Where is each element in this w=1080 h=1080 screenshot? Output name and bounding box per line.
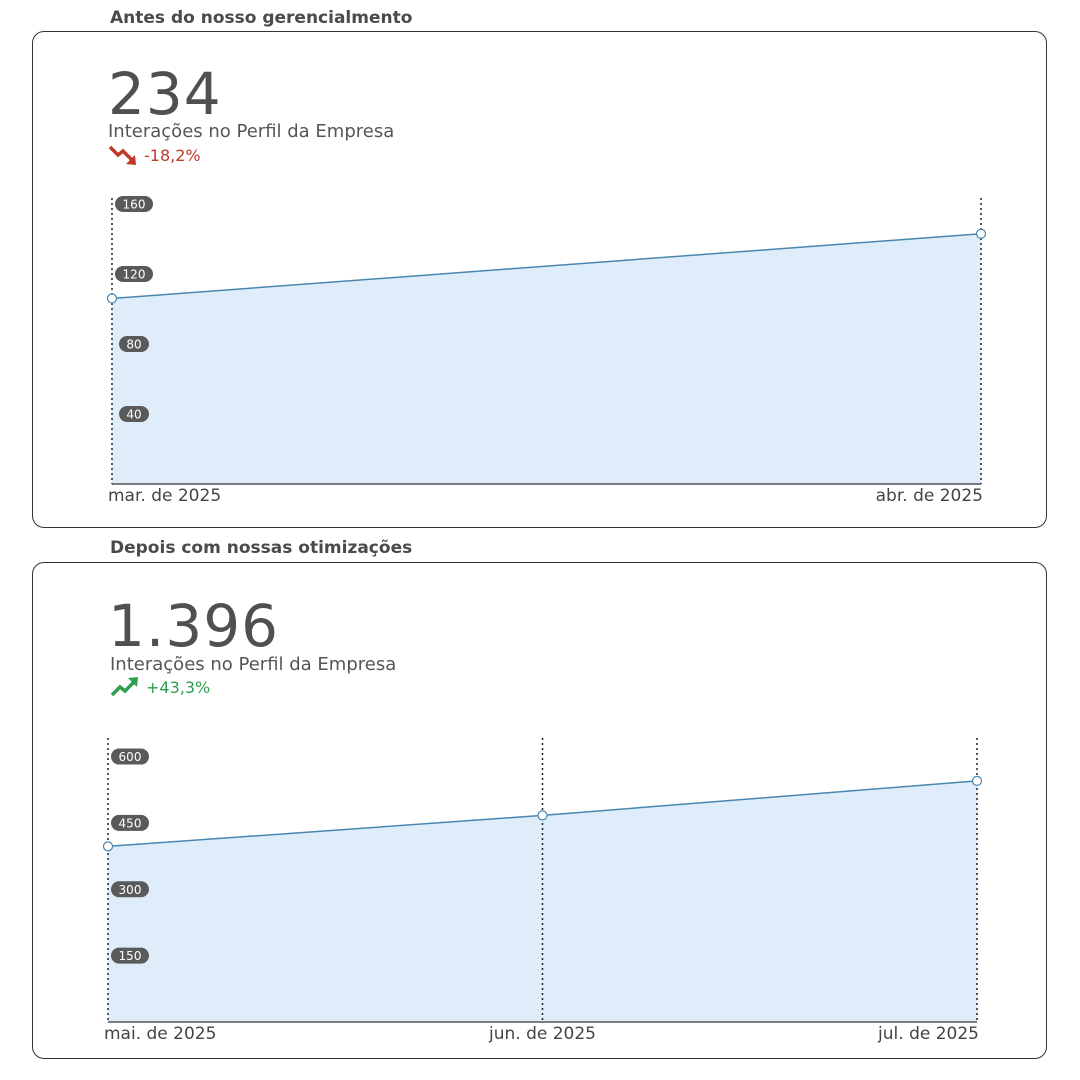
x-tick-label: jul. de 2025 — [877, 1024, 979, 1044]
y-tick-label: 450 — [119, 816, 142, 830]
y-tick-badge — [111, 748, 149, 765]
x-tick-label: mar. de 2025 — [108, 486, 221, 506]
section-title-after: Depois com nossas otimizações — [110, 538, 413, 558]
x-tick-label: jun. de 2025 — [488, 1024, 596, 1044]
y-tick-badge — [111, 881, 149, 898]
y-tick-label: 150 — [119, 949, 142, 963]
kpi-value-after: 1.396 — [108, 592, 280, 660]
section-title-before: Antes do nosso gerencialmento — [110, 8, 413, 28]
y-tick-label: 40 — [126, 408, 141, 422]
kpi-label-before: Interações no Perfil da Empresa — [108, 121, 395, 142]
y-tick-badge — [111, 947, 149, 964]
y-tick-label: 300 — [119, 883, 142, 897]
delta-before: -18,2% — [108, 144, 201, 166]
data-point — [975, 228, 987, 239]
series-line — [111, 233, 982, 300]
trend-down-icon — [108, 145, 136, 165]
y-tick-badge — [111, 814, 149, 831]
area-fill — [112, 233, 981, 484]
y-tick-label: 120 — [123, 268, 146, 282]
area-fill — [108, 780, 977, 1022]
y-tick-badge — [119, 406, 149, 422]
x-tick-label: mai. de 2025 — [104, 1024, 216, 1044]
data-point — [537, 810, 548, 821]
kpi-label-after: Interações no Perfil da Empresa — [110, 654, 397, 675]
y-tick-label: 80 — [126, 338, 141, 352]
x-tick-label: abr. de 2025 — [876, 486, 983, 506]
kpi-value-before: 234 — [108, 60, 222, 128]
y-tick-badge — [115, 196, 153, 212]
y-tick-label: 160 — [123, 198, 146, 212]
data-point — [102, 841, 114, 852]
y-tick-badge — [119, 336, 149, 352]
delta-text-before: -18,2% — [144, 145, 201, 165]
delta-text-after: +43,3% — [146, 677, 211, 697]
trend-up-icon — [110, 677, 138, 697]
delta-after: +43,3% — [110, 676, 210, 698]
data-point — [106, 293, 118, 304]
y-tick-badge — [115, 266, 153, 282]
y-tick-label: 600 — [119, 750, 142, 764]
data-point — [971, 775, 983, 786]
